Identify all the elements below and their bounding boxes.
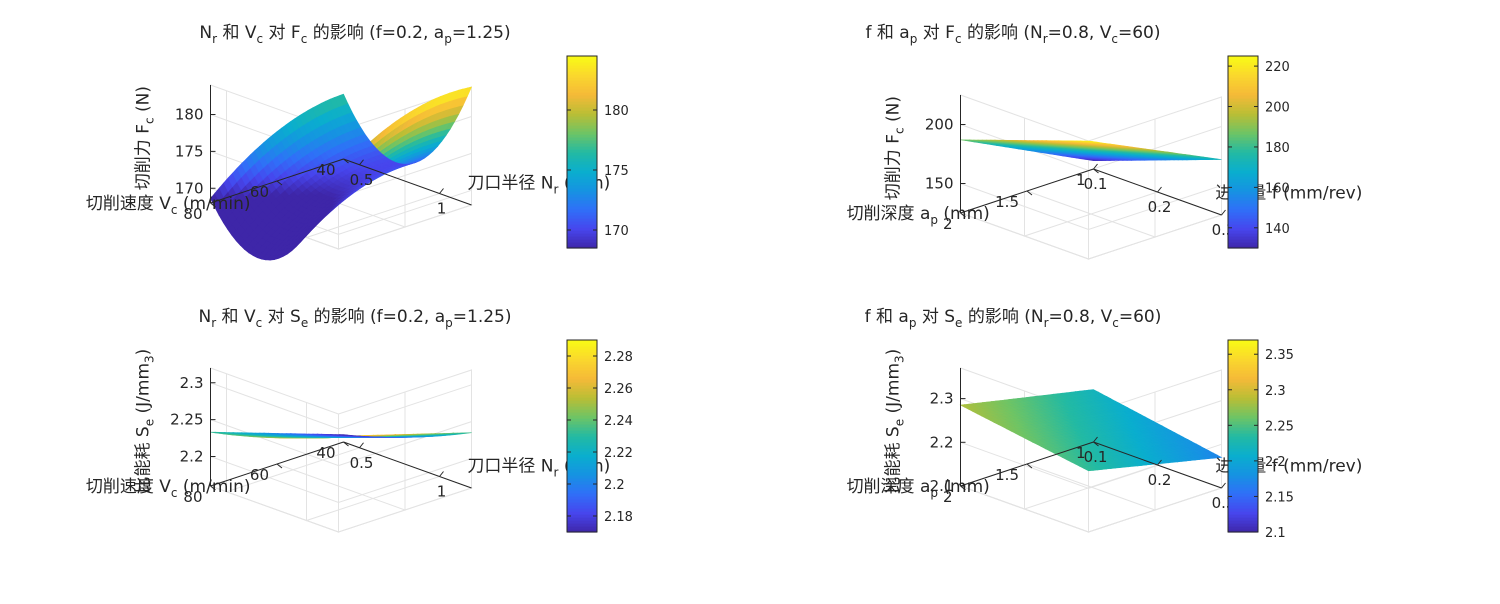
colorbar-tick-label: 2.22 — [604, 446, 633, 461]
z-axis-label: 比能耗 Se (J/mm3) — [884, 349, 907, 494]
x-tick — [1158, 187, 1162, 192]
y-tick-label: 40 — [316, 444, 335, 462]
x-tick — [440, 189, 444, 194]
chart-title: f 和 ap 对 Fc 的影响 (Nr=0.8, Vc=60) — [866, 23, 1161, 46]
colorbar-tick-label: 2.1 — [1265, 526, 1286, 541]
colorbar-tick-label: 140 — [1265, 222, 1290, 237]
colorbar-tick-label: 2.35 — [1265, 348, 1294, 363]
colorbar-tick-label: 2.15 — [1265, 490, 1294, 505]
colorbar-band — [1228, 340, 1258, 344]
grid-line-z — [961, 486, 1222, 532]
x-tick-label: 0.1 — [1084, 448, 1108, 466]
colorbar: 170 175 180 — [567, 56, 629, 249]
colorbar-band — [567, 56, 597, 60]
surface — [211, 87, 472, 260]
z-tick-label: 2.2 — [930, 433, 954, 451]
colorbar-tick-label: 2.3 — [1265, 384, 1286, 399]
y-tick-label: 1.5 — [995, 193, 1019, 211]
z-axis-label: 切削力 Fc (N) — [134, 86, 157, 190]
colorbar-band — [567, 340, 597, 344]
chart-title: f 和 ap 对 Se 的影响 (Nr=0.8, Vc=60) — [865, 307, 1162, 330]
surface-patch — [339, 435, 348, 436]
colorbar-tick-label: 180 — [1265, 141, 1290, 156]
colorbar-tick-label: 170 — [604, 224, 629, 239]
grid-line-y — [211, 414, 339, 532]
colorbar-tick-label: 220 — [1265, 60, 1290, 75]
x-tick-label: 1 — [437, 483, 447, 501]
z-tick-label: 175 — [175, 142, 204, 160]
y-axis-label: 切削速度 Vc (m/min) — [86, 477, 251, 500]
grid-line-y — [277, 392, 405, 510]
colorbar-tick-label: 2.25 — [1265, 419, 1294, 434]
z-tick-label: 2.2 — [180, 448, 204, 466]
colorbar-tick-label: 2.26 — [604, 382, 633, 397]
z-tick-label: 180 — [175, 106, 204, 124]
x-tick — [1222, 210, 1226, 215]
y-tick-label: 40 — [316, 161, 335, 179]
colorbar-tick-label: 2.2 — [1265, 455, 1286, 470]
colorbar-tick-label: 175 — [604, 164, 629, 179]
colorbar-tick-label: 2.18 — [604, 510, 633, 525]
colorbar-tick-label: 2.2 — [604, 478, 625, 493]
colorbar-tick-label: 180 — [604, 104, 629, 119]
colorbar-band — [1228, 56, 1258, 60]
x-tick-label: 0.1 — [1084, 175, 1108, 193]
grid — [211, 368, 472, 532]
z-axis-label: 比能耗 Se (J/mm3) — [134, 349, 157, 494]
chart-title: Nr 和 Vc 对 Se 的影响 (f=0.2, ap=1.25) — [199, 307, 512, 330]
x-tick — [440, 472, 444, 477]
y-tick-label: 60 — [250, 183, 269, 201]
x-tick-label: 0.2 — [1148, 471, 1172, 489]
surface — [211, 432, 472, 438]
grid-line-z — [211, 383, 472, 429]
z-tick-label: 2.3 — [180, 374, 204, 392]
surface — [961, 140, 1222, 161]
y-tick-label: 1.5 — [995, 466, 1019, 484]
x-tick-label: 0.5 — [350, 454, 374, 472]
y-axis-label: 切削深度 ap (mm) — [847, 204, 990, 227]
colorbar-tick-label: 2.24 — [604, 414, 633, 429]
z-tick-label: 200 — [925, 116, 954, 134]
z-tick-label: 2.25 — [170, 411, 203, 429]
y-axis-label: 切削深度 ap (mm) — [847, 477, 990, 500]
colorbar: 140 160 180 200 220 — [1228, 56, 1290, 249]
z-axis-label: 切削力 Fc (N) — [884, 96, 907, 200]
z-tick-label: 150 — [925, 175, 954, 193]
x-tick — [360, 443, 364, 448]
x-tick-label: 0.5 — [350, 171, 374, 189]
colorbar-tick-label: 160 — [1265, 181, 1290, 196]
z-tick-label: 2.3 — [930, 390, 954, 408]
chart-title: Nr 和 Vc 对 Fc 的影响 (f=0.2, ap=1.25) — [199, 23, 510, 46]
colorbar-tick-label: 2.28 — [604, 350, 633, 365]
colorbar: 2.18 2.2 2.22 2.24 2.26 2.28 — [567, 340, 633, 533]
x-tick-label: 0.2 — [1148, 198, 1172, 216]
y-tick-label: 60 — [250, 466, 269, 484]
colorbar-tick-label: 200 — [1265, 101, 1290, 116]
y-tick-label: 1 — [1076, 171, 1086, 189]
y-axis-label: 切削速度 Vc (m/min) — [86, 194, 251, 217]
colorbar: 2.1 2.15 2.2 2.25 2.3 2.35 — [1228, 340, 1294, 541]
x-tick-label: 1 — [437, 200, 447, 218]
x-tick — [1222, 483, 1226, 488]
y-tick-label: 1 — [1076, 444, 1086, 462]
